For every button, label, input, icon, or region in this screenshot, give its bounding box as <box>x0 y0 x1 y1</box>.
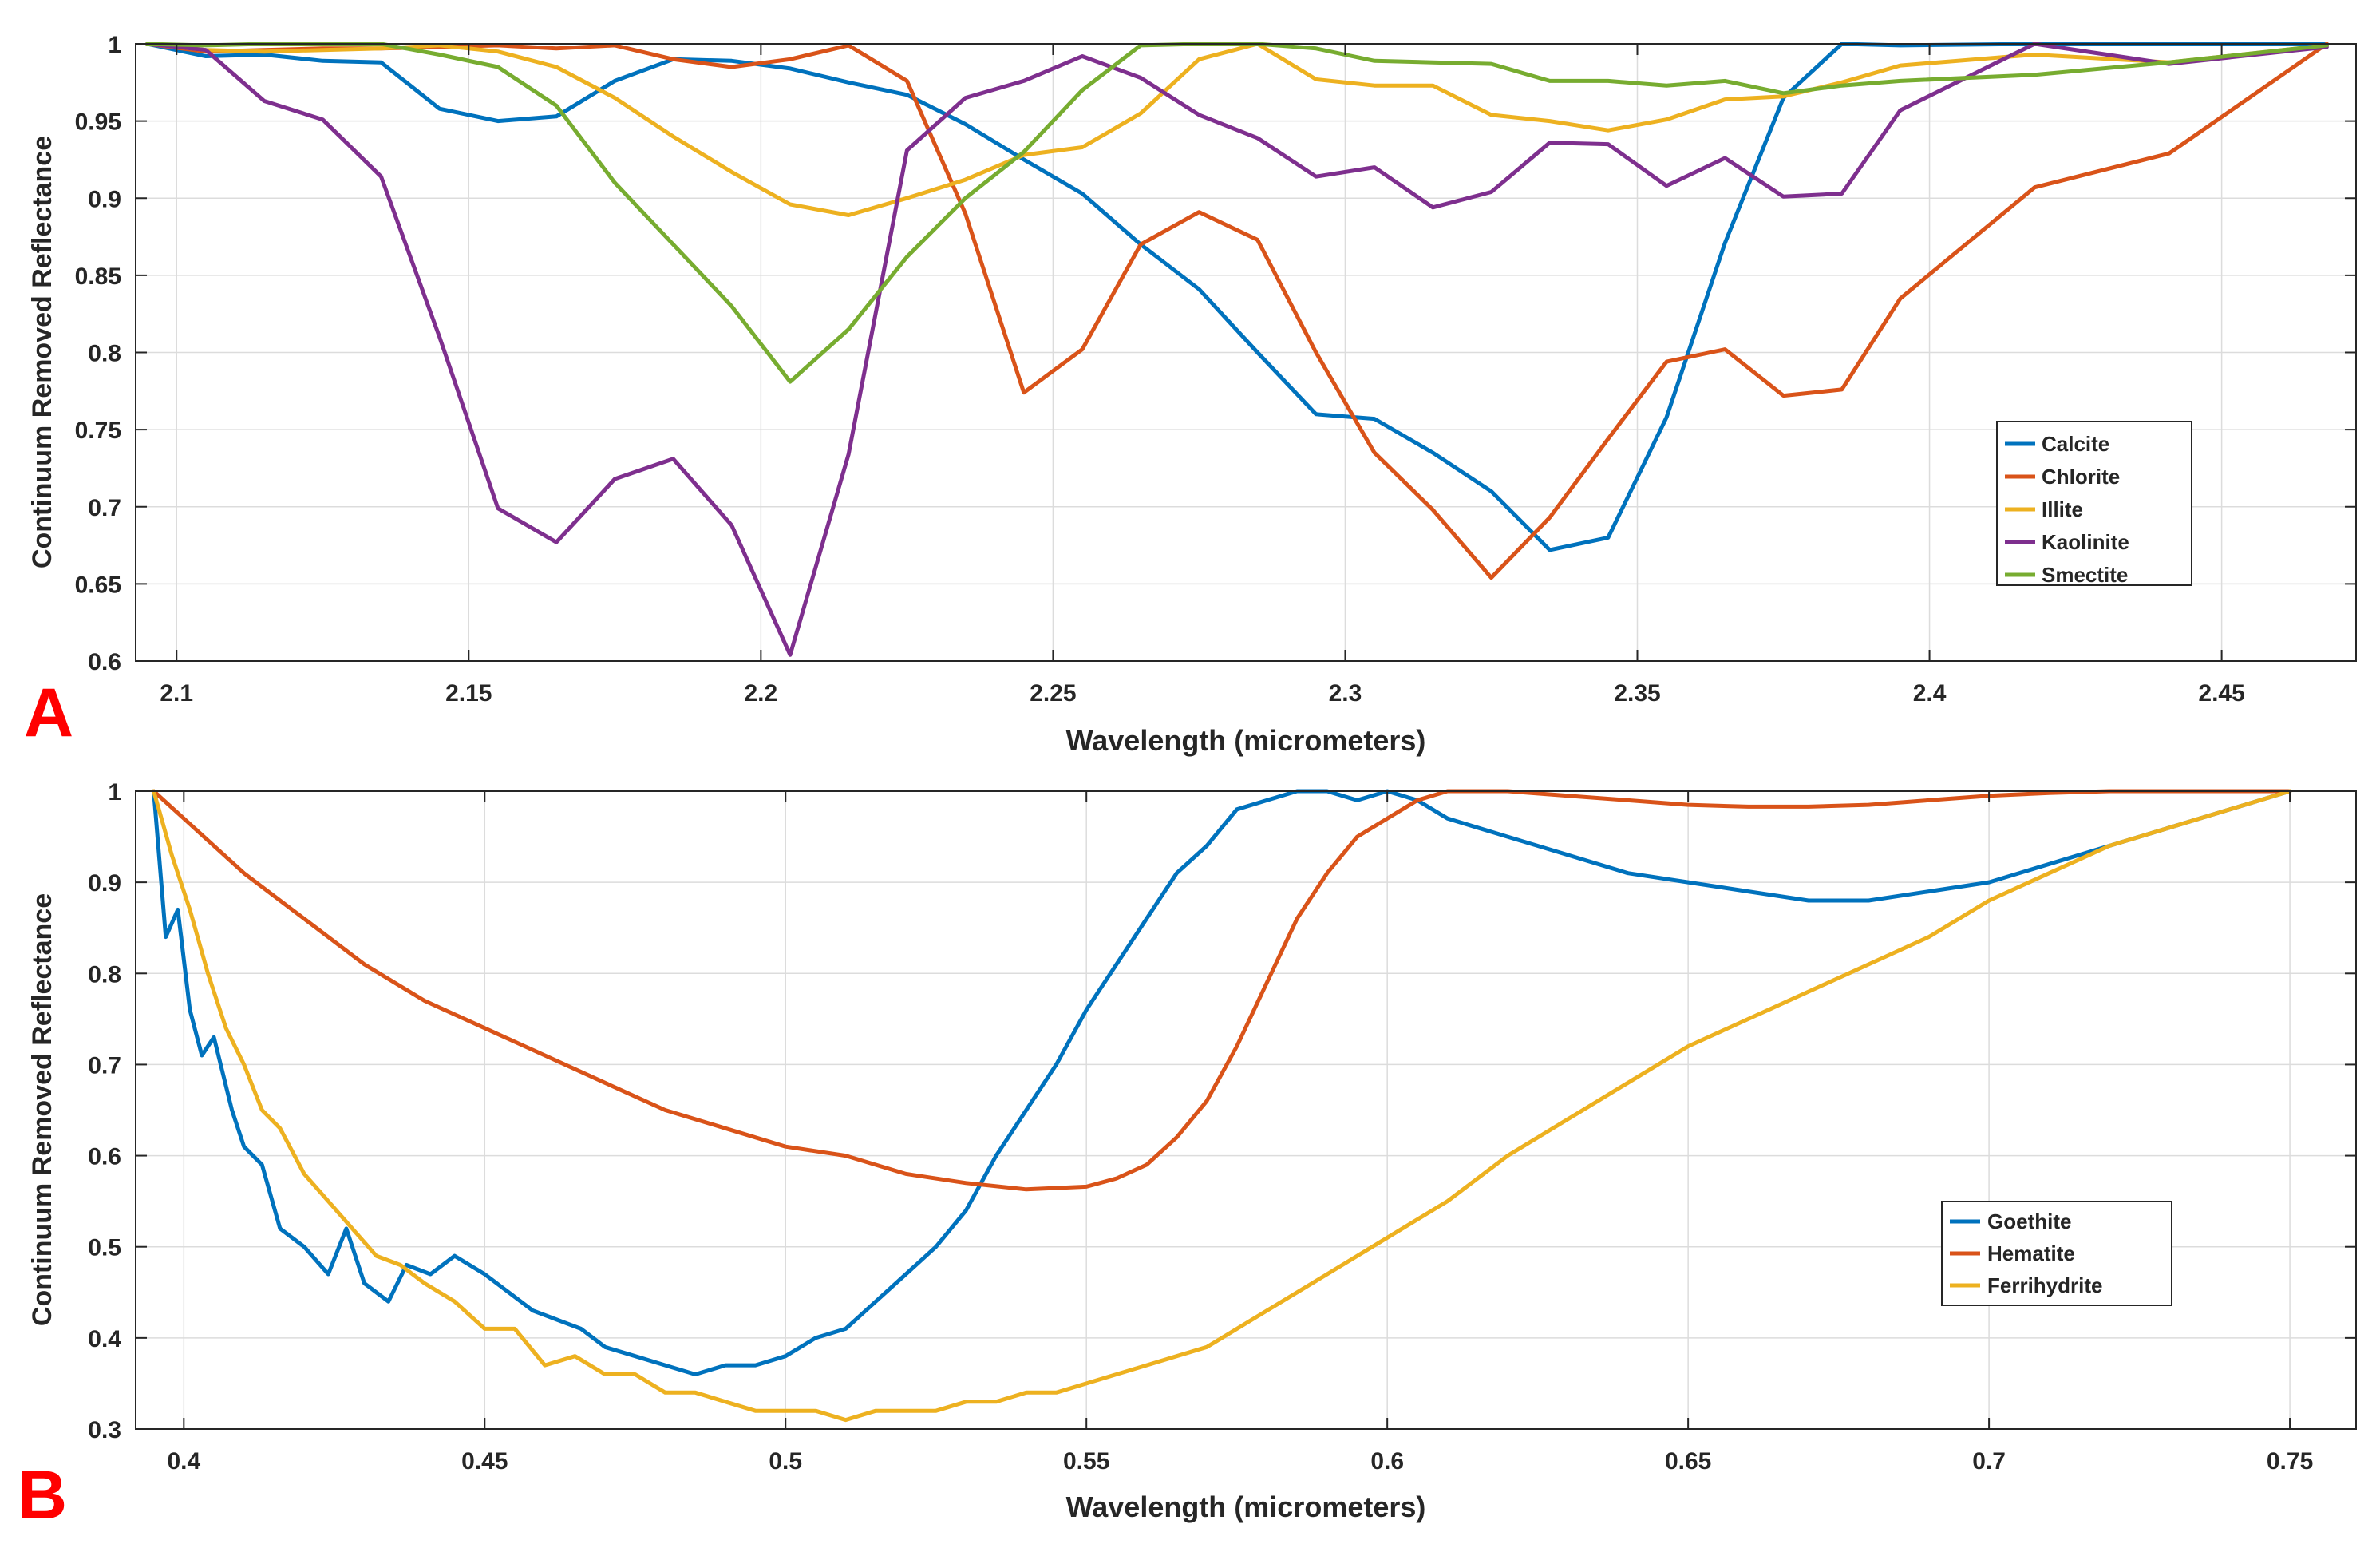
legend-label-hematite: Hematite <box>1987 1241 2075 1265</box>
legend-label-ferrihydrite: Ferrihydrite <box>1987 1273 2103 1297</box>
y-tick-label-b: 0.7 <box>88 1052 121 1079</box>
y-tick-label-a: 0.85 <box>75 263 121 290</box>
chart-panel-a: 2.1 2.15 2.2 2.25 2.3 2.35 2.4 2.45 0.6 0.65 0.7 0.… <box>24 32 2357 757</box>
y-axis-label-a: Continuum Removed Reflectance <box>27 136 57 568</box>
x-tick-label-b: 0.6 <box>1370 1448 1404 1475</box>
series-line-goethite <box>152 789 2292 1376</box>
x-tick-label-a: 2.4 <box>1913 680 1947 707</box>
legend-label-illite: Illite <box>2042 497 2083 521</box>
axes-box-b <box>135 790 2357 1430</box>
x-tick-label-b: 0.45 <box>461 1448 508 1475</box>
legend-label-chlorite: Chlorite <box>2042 465 2120 489</box>
y-tick-label-a: 0.8 <box>88 341 121 367</box>
legend-label-kaolinite: Kaolinite <box>2042 530 2129 554</box>
y-axis-label-b: Continuum Removed Reflectance <box>27 893 57 1326</box>
series-line-ferrihydrite <box>152 789 2292 1423</box>
y-tick-label-b: 1 <box>108 779 121 806</box>
x-tick-label-a: 2.45 <box>2198 680 2244 707</box>
y-tick-label-a: 0.9 <box>88 186 121 212</box>
x-tick-label-b: 0.4 <box>167 1448 200 1475</box>
x-tick-label-b: 0.7 <box>1972 1448 2006 1475</box>
y-tick-label-b: 0.4 <box>88 1326 121 1352</box>
y-tick-label-a: 0.7 <box>88 495 121 521</box>
series-group-b <box>152 789 2292 1423</box>
legend-b: Goethite Hematite Ferrihydrite <box>1941 1201 2172 1306</box>
ticks-b: 0.4 0.45 0.5 0.55 0.6 0.65 0.7 0.75 0.3 0.4 0.5 0.6… <box>88 779 2356 1475</box>
x-tick-label-b: 0.55 <box>1063 1448 1109 1475</box>
y-tick-label-a: 0.75 <box>75 418 121 444</box>
legend-label-goethite: Goethite <box>1987 1209 2071 1233</box>
y-tick-label-b: 0.5 <box>88 1235 121 1261</box>
ticks-a: 2.1 2.15 2.2 2.25 2.3 2.35 2.4 2.45 0.6 0.65 0.7 0.… <box>75 32 2356 707</box>
y-tick-label-b: 0.8 <box>88 961 121 988</box>
series-line-smectite <box>145 42 2329 384</box>
legend-a: Calcite Chlorite Illite Kaolinite Smectite <box>1996 421 2192 587</box>
panel-label-b: B <box>18 1457 67 1534</box>
x-tick-label-b: 0.5 <box>769 1448 802 1475</box>
y-tick-label-b: 0.3 <box>88 1417 121 1443</box>
y-tick-label-a: 0.65 <box>75 572 121 598</box>
y-tick-label-b: 0.9 <box>88 870 121 897</box>
legend-box-a <box>1996 421 2192 586</box>
y-tick-label-a: 0.6 <box>88 649 121 675</box>
x-tick-label-a: 2.1 <box>160 680 193 707</box>
y-tick-label-a: 1 <box>108 32 121 58</box>
x-tick-label-a: 2.25 <box>1030 680 1076 707</box>
chart-panel-b: 0.4 0.45 0.5 0.55 0.6 0.65 0.7 0.75 0.3 0.4 0.5 0.6… <box>18 779 2357 1534</box>
x-tick-label-a: 2.2 <box>744 680 777 707</box>
series-line-calcite <box>145 42 2329 552</box>
panel-label-a: A <box>24 675 73 751</box>
y-tick-label-b: 0.6 <box>88 1144 121 1170</box>
x-tick-label-a: 2.35 <box>1614 680 1660 707</box>
x-axis-label-a: Wavelength (micrometers) <box>1066 724 1426 757</box>
x-axis-label-b: Wavelength (micrometers) <box>1066 1491 1426 1523</box>
x-tick-label-a: 2.15 <box>445 680 492 707</box>
y-tick-label-a: 0.95 <box>75 109 121 136</box>
legend-label-smectite: Smectite <box>2042 563 2128 587</box>
x-tick-label-a: 2.3 <box>1329 680 1362 707</box>
x-tick-label-b: 0.75 <box>2267 1448 2313 1475</box>
x-tick-label-b: 0.65 <box>1665 1448 1711 1475</box>
legend-label-calcite: Calcite <box>2042 432 2109 456</box>
series-line-hematite <box>152 789 2292 1192</box>
